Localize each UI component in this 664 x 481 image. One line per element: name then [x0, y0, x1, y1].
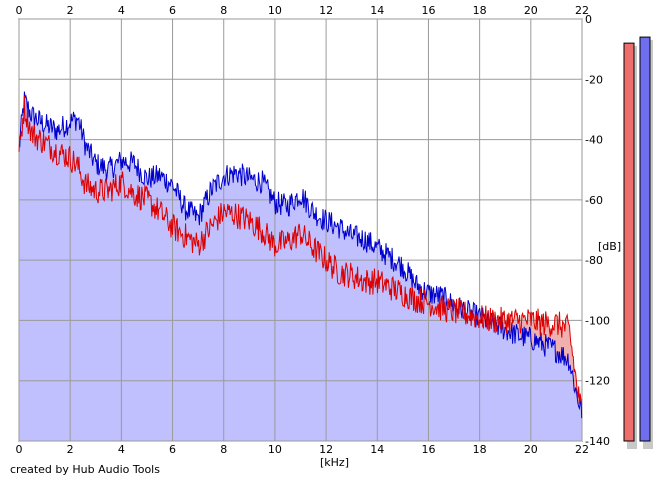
- y-axis-label: [dB]: [598, 240, 621, 253]
- spectrum-line-1: [18, 95, 583, 405]
- y-tick-label: -80: [585, 254, 603, 267]
- x-tick-label-top: 18: [473, 4, 487, 17]
- x-tick-label-bottom: 10: [268, 443, 282, 456]
- x-tick-label-top: 22: [575, 4, 589, 17]
- x-tick-label-bottom: 6: [169, 443, 176, 456]
- x-tick-label-bottom: 0: [16, 443, 23, 456]
- spectrum-lines: [18, 91, 583, 419]
- x-tick-label-bottom: 18: [473, 443, 487, 456]
- tick-labels: 002244668810101212141416161818202022220-…: [16, 4, 610, 456]
- y-tick-label: -20: [585, 73, 603, 86]
- x-tick-label-top: 12: [319, 4, 333, 17]
- x-tick-label-top: 14: [370, 4, 384, 17]
- x-tick-label-top: 20: [524, 4, 538, 17]
- x-tick-label-top: 16: [421, 4, 435, 17]
- y-tick-label: -60: [585, 194, 603, 207]
- y-tick-label: -100: [585, 314, 610, 327]
- x-tick-label-bottom: 14: [370, 443, 384, 456]
- x-tick-label-top: 6: [169, 4, 176, 17]
- x-tick-label-bottom: 12: [319, 443, 333, 456]
- y-tick-label: -40: [585, 134, 603, 147]
- x-axis-label: [kHz]: [320, 456, 349, 469]
- x-tick-label-top: 4: [118, 4, 125, 17]
- x-tick-label-bottom: 16: [421, 443, 435, 456]
- level-meter-bar: [639, 36, 651, 442]
- credit-text: created by Hub Audio Tools: [10, 463, 160, 476]
- level-meters: [623, 36, 653, 449]
- y-tick-label: 0: [585, 13, 592, 26]
- y-tick-label: -120: [585, 375, 610, 388]
- x-tick-label-bottom: 4: [118, 443, 125, 456]
- y-tick-label: -140: [585, 435, 610, 448]
- x-tick-label-bottom: 22: [575, 443, 589, 456]
- x-tick-label-top: 0: [16, 4, 23, 17]
- x-tick-label-top: 8: [220, 4, 227, 17]
- x-tick-label-top: 10: [268, 4, 282, 17]
- x-tick-label-bottom: 20: [524, 443, 538, 456]
- x-tick-label-bottom: 8: [220, 443, 227, 456]
- x-tick-label-bottom: 2: [67, 443, 74, 456]
- level-meter-bar: [623, 42, 635, 442]
- x-tick-label-top: 2: [67, 4, 74, 17]
